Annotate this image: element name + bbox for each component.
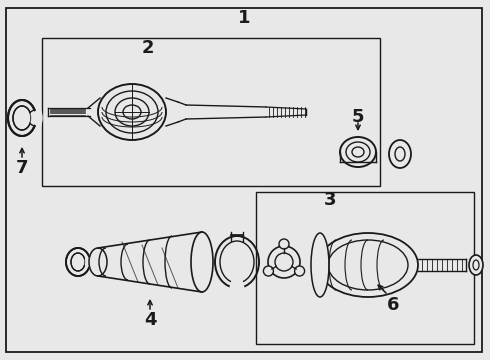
Ellipse shape: [106, 91, 158, 133]
Wedge shape: [230, 279, 244, 290]
Ellipse shape: [328, 240, 408, 290]
Text: 3: 3: [324, 191, 336, 209]
Ellipse shape: [311, 233, 329, 297]
Ellipse shape: [275, 253, 293, 271]
Text: 1: 1: [238, 9, 250, 27]
Bar: [256, 192, 474, 344]
Ellipse shape: [89, 248, 107, 276]
Ellipse shape: [268, 246, 300, 278]
Ellipse shape: [395, 147, 405, 161]
Ellipse shape: [346, 142, 370, 162]
Text: 2: 2: [142, 39, 154, 57]
Wedge shape: [31, 109, 42, 126]
Ellipse shape: [318, 233, 418, 297]
Text: 4: 4: [144, 311, 156, 329]
Ellipse shape: [123, 105, 141, 119]
Ellipse shape: [340, 137, 376, 167]
Bar: [42, 38, 380, 186]
Ellipse shape: [469, 255, 483, 275]
Ellipse shape: [264, 266, 273, 276]
Ellipse shape: [279, 239, 289, 249]
Wedge shape: [86, 257, 93, 267]
Text: 7: 7: [16, 159, 28, 177]
Ellipse shape: [294, 266, 305, 276]
Text: 5: 5: [352, 108, 364, 126]
Ellipse shape: [352, 147, 364, 157]
Ellipse shape: [473, 260, 479, 270]
Text: 6: 6: [387, 296, 399, 314]
Ellipse shape: [191, 232, 213, 292]
Ellipse shape: [115, 98, 149, 126]
Ellipse shape: [389, 140, 411, 168]
Ellipse shape: [98, 84, 166, 140]
